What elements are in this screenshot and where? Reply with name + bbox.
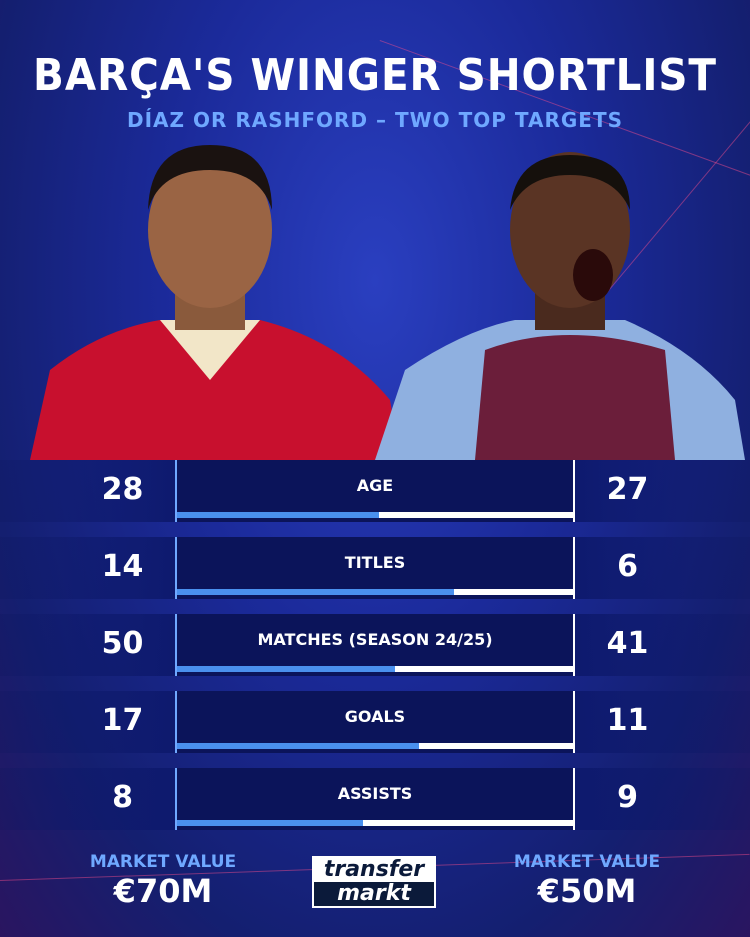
stat-left-value: 14 [101,549,144,584]
market-value-amount: €70M [113,872,213,910]
comparison-bar-fill [177,666,395,672]
stat-row: 17 GOALS 11 [0,691,750,753]
transfermarkt-logo: transfer markt [312,856,436,908]
stat-row: 8 ASSISTS 9 [0,768,750,830]
stat-label: GOALS [344,707,406,726]
market-value-amount: €50M [537,872,637,910]
logo-line1: transfer [323,857,425,882]
comparison-bar-fill [177,512,379,518]
row-bg-left [0,460,175,522]
comparison-bar [177,820,573,826]
comparison-bar [177,666,573,672]
comparison-bar-fill [177,589,455,595]
stat-label: TITLES [344,553,406,572]
stat-left-value: 8 [112,780,133,815]
row-bg-left [0,768,175,830]
stat-right-value: 41 [606,626,649,661]
comparison-bar-fill [177,743,419,749]
market-value-label: MARKET VALUE [513,852,661,872]
comparison-bar [177,743,573,749]
stat-row: 14 TITLES 6 [0,537,750,599]
page-title: BARÇA'S WINGER SHORTLIST [33,50,717,101]
player-photo-diaz [30,145,400,460]
stat-panel: GOALS [175,691,575,753]
stat-left-value: 50 [101,626,144,661]
stat-row: 50 MATCHES (SEASON 24/25) 41 [0,614,750,676]
row-bg-left [0,537,175,599]
page-subtitle: DÍAZ OR RASHFORD – TWO TOP TARGETS [127,108,623,132]
row-bg-right [575,460,750,522]
row-bg-left [0,614,175,676]
market-value-right: MARKET VALUE €50M [487,852,687,910]
comparison-bar [177,512,573,518]
row-bg-right [575,768,750,830]
stat-panel: TITLES [175,537,575,599]
stat-left-value: 28 [101,472,144,507]
row-bg-right [575,691,750,753]
stat-left-value: 17 [101,703,144,738]
stat-panel: ASSISTS [175,768,575,830]
row-bg-right [575,537,750,599]
market-value-left: MARKET VALUE €70M [63,852,263,910]
stat-row: 28 AGE 27 [0,460,750,522]
logo-line2: markt [314,882,434,906]
player-photo-rashford [375,152,745,460]
row-bg-right [575,614,750,676]
market-value-label: MARKET VALUE [89,852,237,872]
row-bg-left [0,691,175,753]
stat-panel: MATCHES (SEASON 24/25) [175,614,575,676]
stat-label: MATCHES (SEASON 24/25) [257,630,493,649]
comparison-bar-fill [177,820,364,826]
stat-right-value: 27 [606,472,649,507]
stat-right-value: 6 [617,549,638,584]
stat-panel: AGE [175,460,575,522]
stat-right-value: 11 [606,703,649,738]
stat-right-value: 9 [617,780,638,815]
stat-label: AGE [356,476,394,495]
comparison-bar [177,589,573,595]
stat-label: ASSISTS [337,784,413,803]
